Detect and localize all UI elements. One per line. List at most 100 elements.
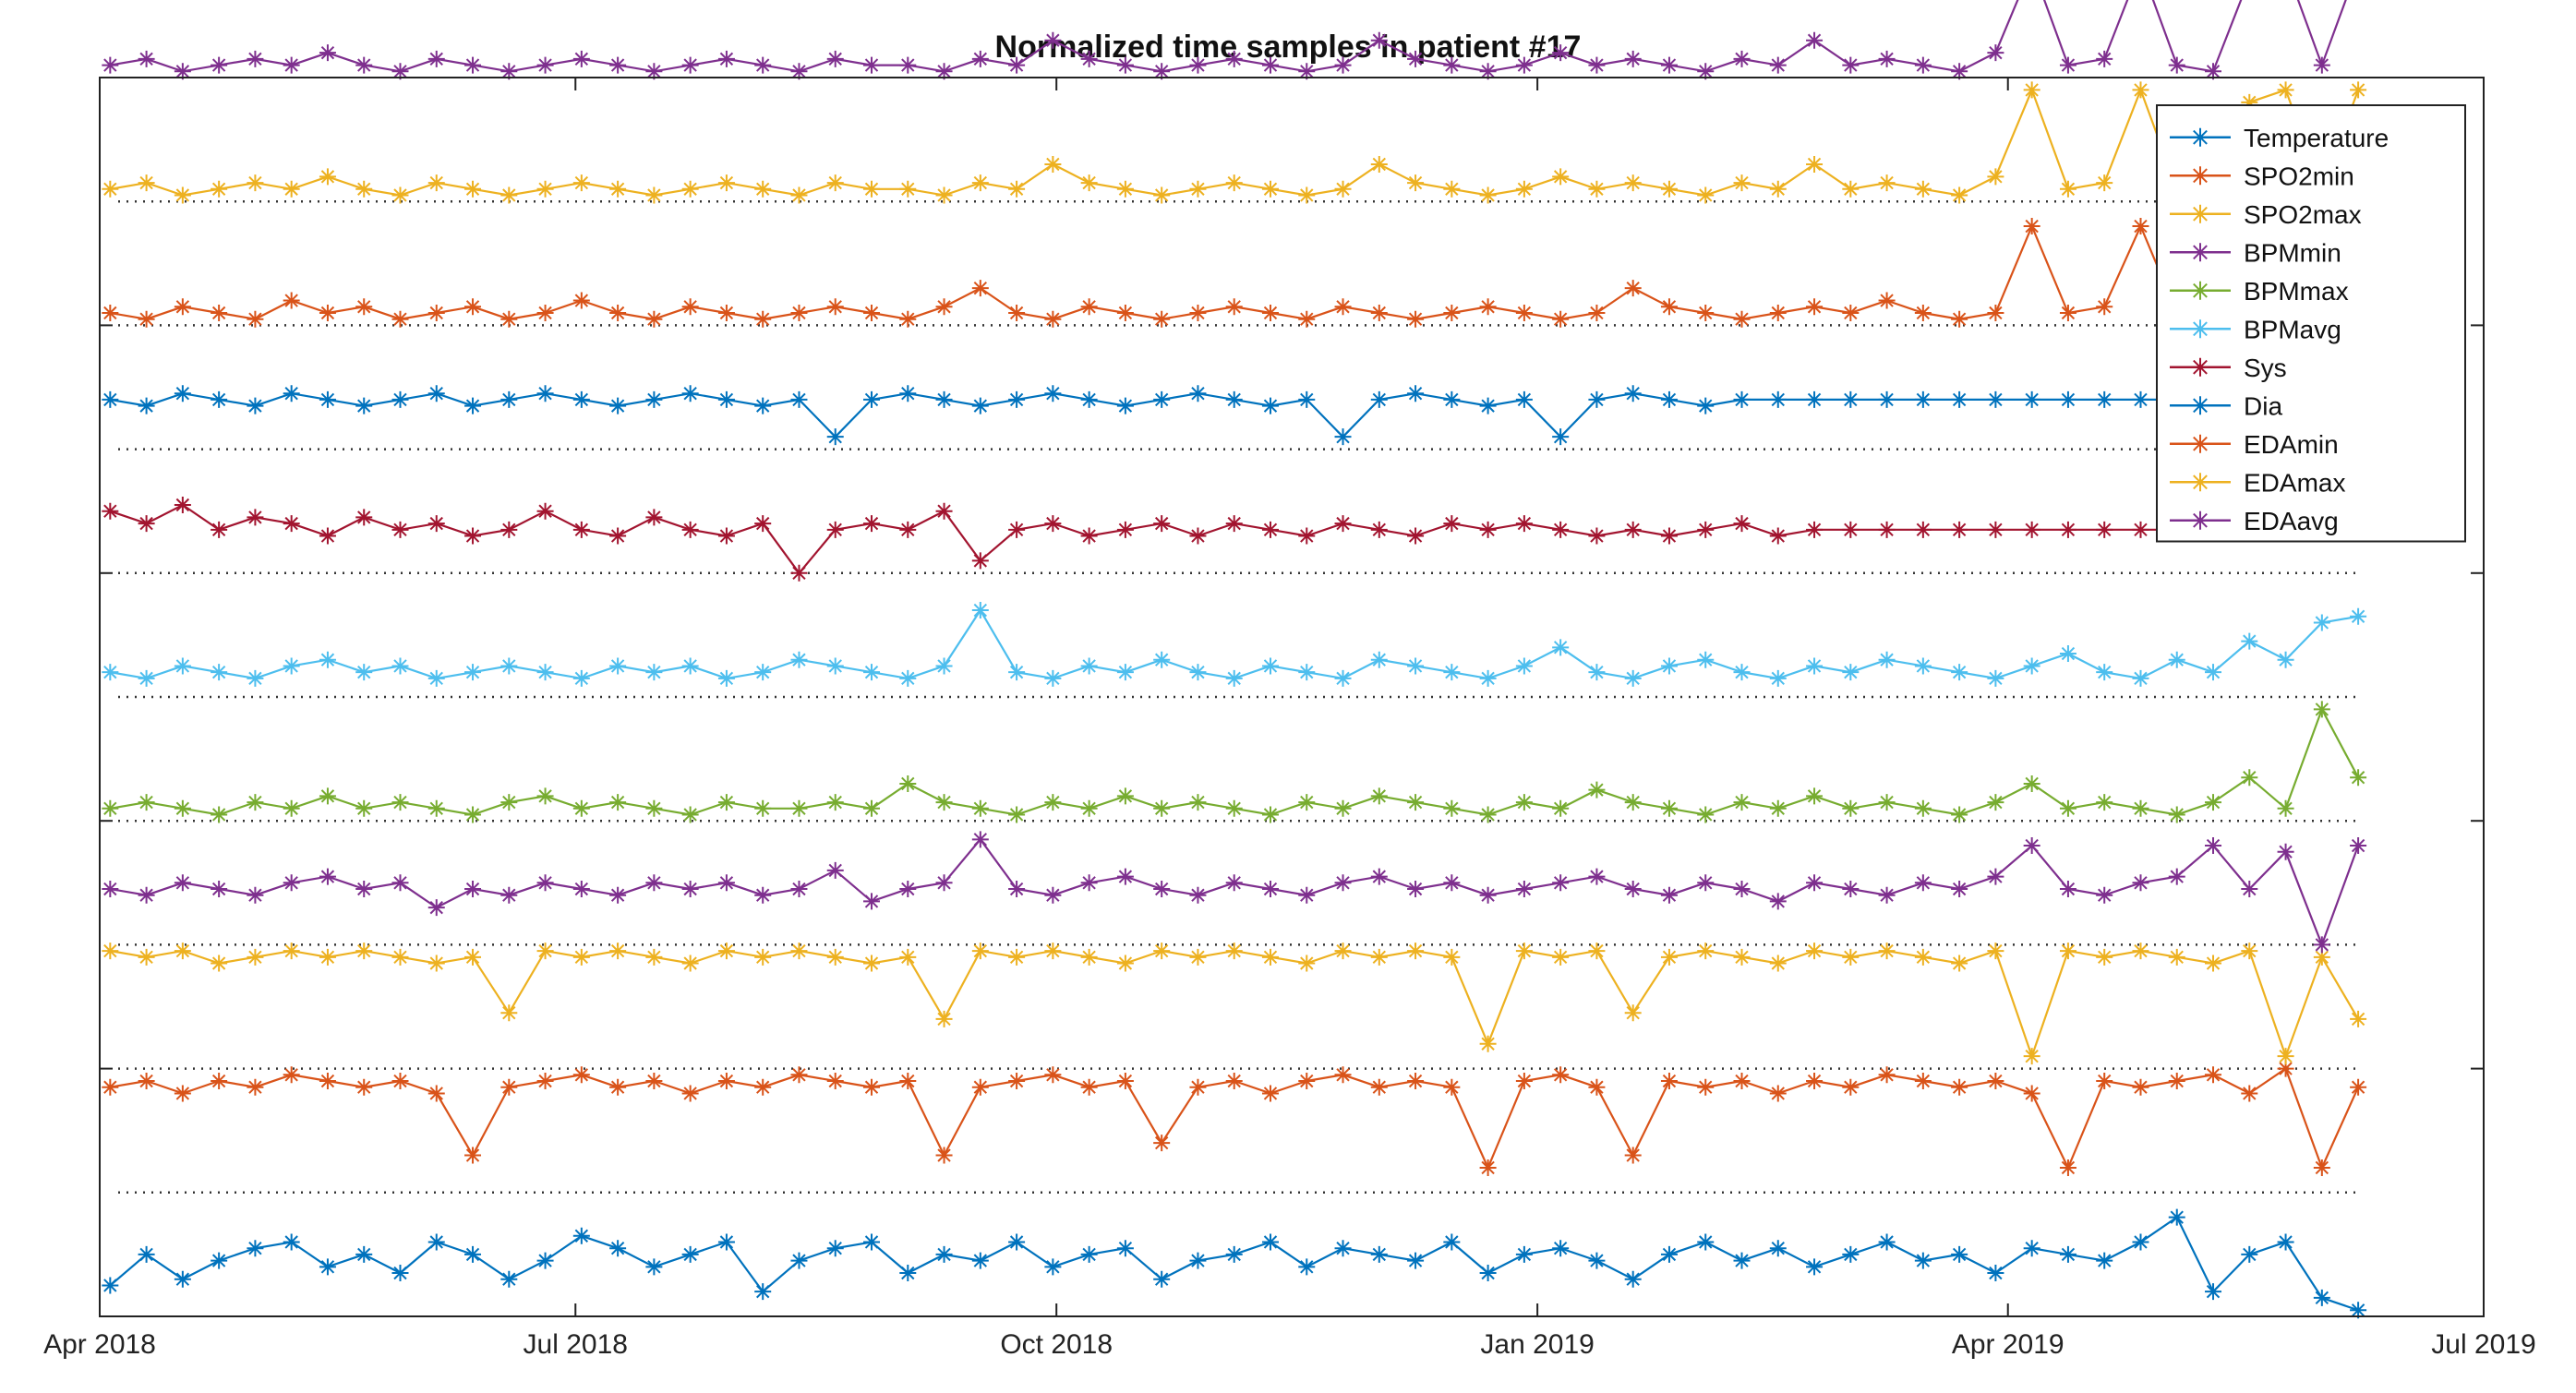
data-point bbox=[1769, 56, 1787, 74]
data-point bbox=[1298, 310, 1316, 328]
data-point bbox=[1189, 527, 1207, 545]
data-point bbox=[2132, 943, 2149, 960]
legend-item[interactable]: BPMmax bbox=[2170, 277, 2349, 306]
data-point bbox=[138, 794, 155, 811]
data-point bbox=[790, 1066, 808, 1084]
data-point bbox=[1552, 310, 1570, 328]
series-SPO2max bbox=[102, 943, 2367, 1065]
data-point bbox=[464, 806, 482, 823]
data-point bbox=[391, 794, 409, 811]
data-point bbox=[319, 168, 336, 186]
data-point bbox=[572, 1066, 590, 1084]
data-point bbox=[1298, 527, 1316, 545]
data-point bbox=[1116, 664, 1134, 681]
data-point bbox=[645, 310, 663, 328]
data-point bbox=[138, 1073, 155, 1090]
data-point bbox=[645, 509, 663, 526]
data-point bbox=[1443, 304, 1461, 321]
data-point bbox=[863, 1233, 881, 1251]
data-point bbox=[2059, 645, 2076, 663]
data-point bbox=[1806, 155, 1824, 173]
data-point bbox=[1733, 1252, 1751, 1269]
data-point bbox=[1878, 174, 1896, 192]
x-tick-label: Jan 2019 bbox=[1480, 1329, 1594, 1360]
data-point bbox=[1080, 1245, 1098, 1263]
legend-item[interactable]: EDAavg bbox=[2170, 507, 2339, 535]
data-point bbox=[2023, 837, 2040, 855]
data-point bbox=[609, 397, 627, 414]
data-point bbox=[247, 509, 264, 526]
data-point bbox=[2132, 390, 2149, 408]
legend-item[interactable]: Sys bbox=[2170, 354, 2287, 382]
legend-label: EDAavg bbox=[2244, 507, 2339, 535]
data-point bbox=[826, 1240, 844, 1257]
data-point bbox=[1987, 943, 2004, 960]
data-point bbox=[1515, 515, 1533, 533]
data-point bbox=[1806, 943, 1824, 960]
data-point bbox=[1769, 390, 1787, 408]
legend-marker bbox=[2191, 473, 2209, 492]
data-point bbox=[1298, 1073, 1316, 1090]
legend-item[interactable]: BPMmin bbox=[2170, 238, 2341, 267]
data-point bbox=[464, 664, 482, 681]
data-point bbox=[1987, 44, 2004, 62]
data-point bbox=[2023, 81, 2040, 99]
data-point bbox=[1479, 1159, 1497, 1176]
data-point bbox=[1407, 943, 1425, 960]
data-point bbox=[2059, 881, 2076, 898]
legend-item[interactable]: Temperature bbox=[2170, 124, 2389, 152]
data-point bbox=[1407, 385, 1425, 402]
data-point bbox=[935, 502, 953, 520]
data-point bbox=[1588, 868, 1606, 885]
data-point bbox=[899, 385, 917, 402]
data-point bbox=[2059, 56, 2076, 74]
legend-item[interactable]: Dia bbox=[2170, 391, 2282, 420]
data-point bbox=[1044, 1258, 1062, 1276]
data-point bbox=[1189, 1252, 1207, 1269]
data-point bbox=[1733, 1073, 1751, 1090]
data-point bbox=[2132, 799, 2149, 817]
data-point bbox=[609, 943, 627, 960]
data-point bbox=[754, 515, 772, 533]
data-point bbox=[247, 886, 264, 904]
y-axis bbox=[100, 77, 2484, 1317]
data-point bbox=[790, 881, 808, 898]
data-point bbox=[283, 180, 300, 198]
data-point bbox=[1515, 1245, 1533, 1263]
data-point bbox=[211, 1073, 228, 1090]
data-point bbox=[2059, 943, 2076, 960]
data-point bbox=[319, 44, 336, 62]
data-point bbox=[2168, 651, 2185, 668]
data-point bbox=[899, 180, 917, 198]
data-point bbox=[2205, 63, 2222, 80]
legend-item[interactable]: EDAmin bbox=[2170, 430, 2339, 459]
data-point bbox=[2023, 1048, 2040, 1065]
data-point bbox=[1044, 155, 1062, 173]
data-point bbox=[1733, 948, 1751, 966]
data-point bbox=[681, 385, 699, 402]
data-point bbox=[899, 310, 917, 328]
legend-item[interactable]: SPO2max bbox=[2170, 200, 2362, 229]
data-point bbox=[1987, 521, 2004, 538]
data-point bbox=[2132, 1233, 2149, 1251]
data-point bbox=[102, 1078, 119, 1096]
legend-item[interactable]: EDAmax bbox=[2170, 468, 2345, 497]
legend-item[interactable]: BPMavg bbox=[2170, 315, 2341, 343]
data-point bbox=[2132, 81, 2149, 99]
legend-label: BPMmax bbox=[2244, 277, 2349, 306]
series-BPMmax bbox=[102, 701, 2367, 823]
data-point bbox=[2313, 936, 2330, 954]
data-point bbox=[247, 50, 264, 67]
legend-item[interactable]: SPO2min bbox=[2170, 162, 2354, 190]
data-point bbox=[1153, 943, 1171, 960]
legend[interactable]: Temperature SPO2min SPO2max BPMmin BPMmax BPM… bbox=[2156, 104, 2466, 543]
data-point bbox=[500, 310, 518, 328]
data-point bbox=[391, 1073, 409, 1090]
data-point bbox=[1951, 955, 1968, 972]
data-point bbox=[427, 304, 445, 321]
data-point bbox=[1225, 50, 1243, 67]
legend-marker bbox=[2191, 166, 2209, 186]
data-point bbox=[645, 390, 663, 408]
x-tick-label: Jul 2018 bbox=[524, 1329, 628, 1360]
data-point bbox=[1769, 180, 1787, 198]
